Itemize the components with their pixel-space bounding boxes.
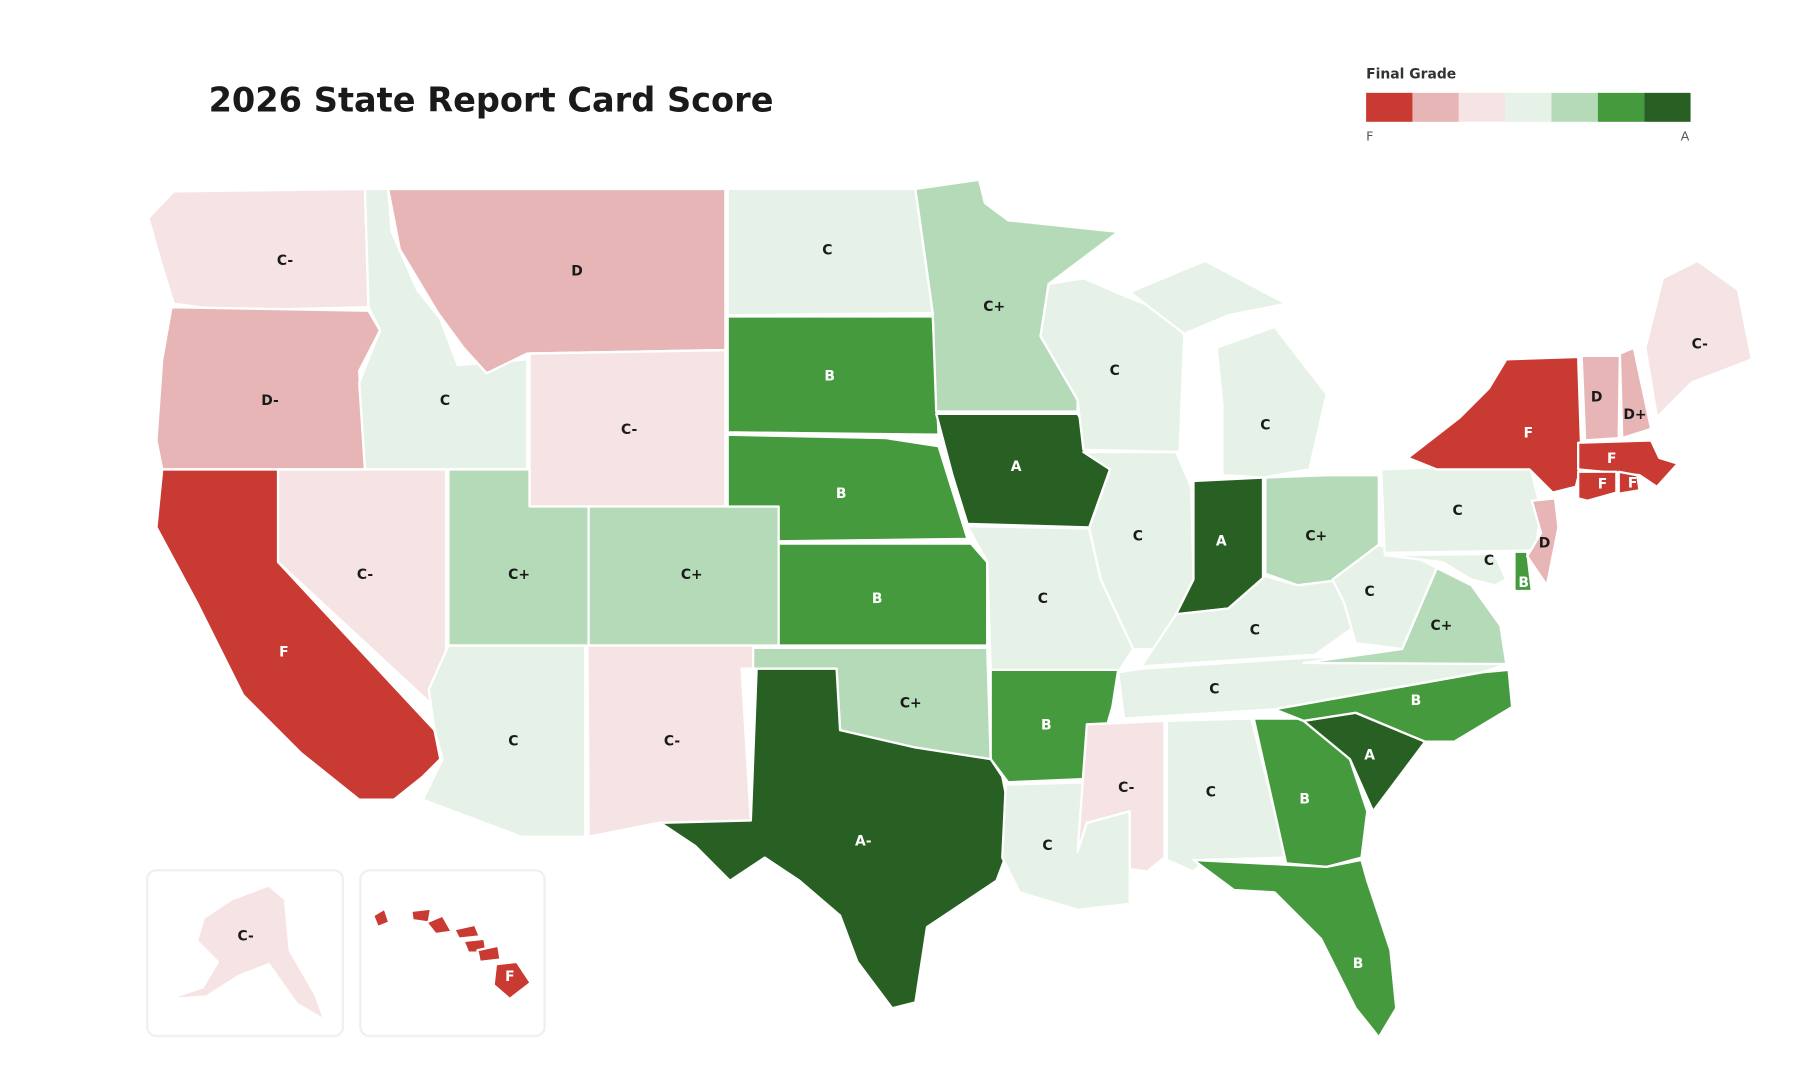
legend-swatch	[1505, 92, 1552, 122]
grade-label: B	[836, 486, 847, 502]
grade-labels: C- D- F C D C- C- C+ C+ C C- C B B B C+ A- C+ A C B C C C C A C+ C C…	[238, 242, 1709, 985]
grade-label: C	[1042, 838, 1052, 854]
grade-label: A-	[855, 833, 872, 849]
state	[1076, 719, 1166, 873]
grade-label: B	[1411, 693, 1422, 709]
grade-label: B	[1518, 575, 1529, 591]
state	[1644, 259, 1754, 419]
grade-label: C+	[900, 695, 922, 711]
state	[1383, 552, 1508, 587]
grade-label: C	[440, 393, 450, 409]
state	[492, 960, 532, 1001]
grade-label: F	[1524, 426, 1533, 442]
grade-label: C	[1260, 417, 1270, 433]
state	[1128, 259, 1288, 336]
legend-swatch	[1412, 92, 1459, 122]
grade-label: C	[1110, 363, 1120, 379]
legend-swatch	[1597, 92, 1645, 122]
grade-label: F	[279, 644, 289, 660]
grade-label: C	[1364, 584, 1374, 600]
state	[1082, 450, 1195, 651]
grade-label: C	[1206, 785, 1216, 801]
grade-label: D-	[261, 393, 279, 409]
legend-swatch	[1551, 92, 1598, 122]
grade-label: C+	[1305, 529, 1327, 545]
grade-label: B	[872, 591, 883, 607]
grade-label: C	[822, 242, 832, 258]
state	[1577, 439, 1679, 488]
grade-label: C-	[621, 422, 638, 438]
state	[1192, 858, 1398, 1039]
state	[1580, 354, 1622, 442]
state	[1273, 668, 1514, 743]
grade-label: C-	[1118, 780, 1135, 796]
state	[147, 187, 370, 312]
state	[155, 306, 382, 471]
grade-label: C+	[983, 299, 1005, 315]
grade-label: B	[824, 369, 835, 385]
grade-label: C+	[508, 567, 530, 583]
grade-label: C	[1484, 553, 1494, 569]
state	[410, 907, 433, 924]
legend-title: Final Grade	[1366, 66, 1456, 82]
state	[371, 907, 391, 929]
legend-high-label: A	[1681, 129, 1690, 144]
grade-label: B	[1353, 956, 1364, 972]
state	[387, 187, 727, 375]
grade-label: D	[1591, 390, 1603, 406]
grade-label: A	[1216, 533, 1227, 549]
grade-label: B	[1299, 792, 1310, 808]
state	[166, 884, 326, 1021]
grade-label: C+	[681, 567, 703, 583]
grade-label: C-	[664, 734, 681, 750]
grade-label: B	[1041, 717, 1052, 733]
state	[777, 542, 989, 647]
alaska-inset	[145, 869, 345, 1038]
state	[659, 667, 1016, 1010]
state	[1526, 497, 1560, 587]
state	[1577, 470, 1618, 502]
grade-label: C	[1209, 682, 1219, 698]
grade-label: C	[1453, 503, 1463, 519]
legend-low-label: F	[1366, 129, 1373, 144]
grade-label: F	[505, 969, 514, 985]
grade-label: C-	[238, 928, 255, 944]
grade-label: D	[571, 263, 583, 279]
legend	[1366, 92, 1691, 122]
grade-label: A	[1011, 459, 1022, 475]
state	[1513, 550, 1533, 593]
grade-label: C	[1133, 529, 1143, 545]
state	[425, 914, 454, 936]
legend-swatch	[1644, 92, 1691, 122]
map-title: 2026 State Report Card Score	[209, 81, 774, 120]
state	[1215, 325, 1328, 479]
legend-swatch	[1366, 92, 1413, 122]
state	[1617, 470, 1641, 495]
state	[726, 433, 969, 543]
grade-label: C-	[277, 253, 294, 269]
grade-label: F	[1607, 451, 1617, 467]
grade-label: C	[508, 734, 518, 750]
state	[476, 944, 502, 964]
grade-label: C+	[1431, 618, 1453, 634]
state	[726, 315, 940, 436]
state	[1618, 346, 1653, 440]
grade-label: C	[1038, 591, 1048, 607]
grade-label: C-	[1692, 336, 1709, 352]
grade-label: D	[1539, 536, 1551, 552]
state	[358, 187, 529, 471]
grade-label: C-	[357, 567, 374, 583]
legend-swatch	[1458, 92, 1506, 122]
grade-label: A	[1364, 748, 1375, 764]
grade-label: D+	[1623, 407, 1646, 423]
grade-label: C	[1250, 622, 1260, 638]
state	[421, 644, 587, 838]
states	[147, 178, 1754, 1039]
state	[1165, 717, 1288, 873]
state	[453, 923, 481, 940]
grade-label: F	[1628, 475, 1638, 491]
grade-label: F	[1598, 476, 1608, 492]
hawaii-inset	[359, 869, 546, 1038]
